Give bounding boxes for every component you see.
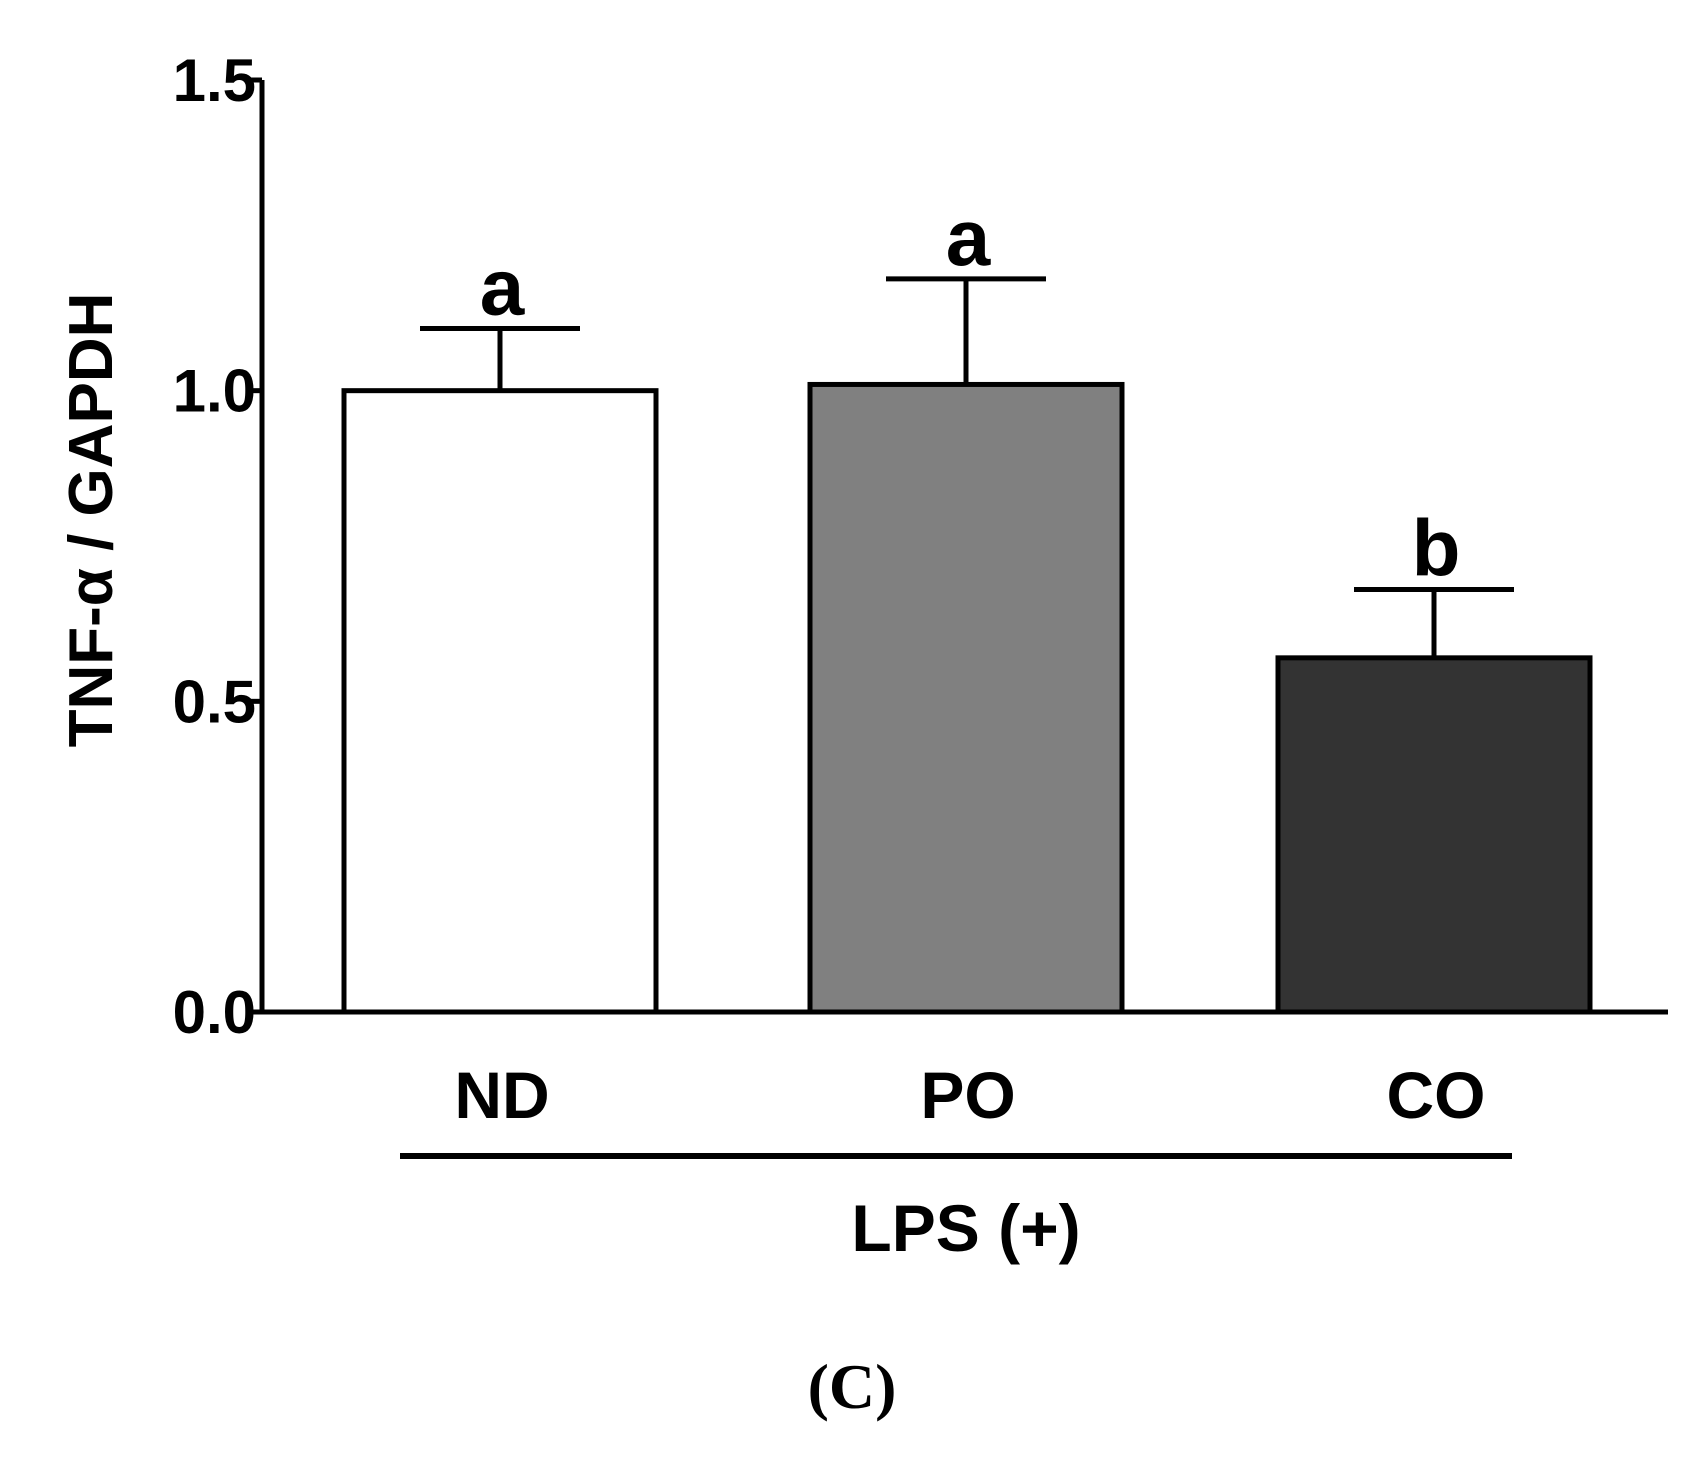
bar-po — [807, 381, 1125, 1015]
category-label: CO — [1387, 1058, 1486, 1132]
bar-nd — [341, 388, 659, 1015]
significance-letter: b — [1412, 503, 1461, 592]
error-bars — [420, 276, 1514, 658]
category-label: PO — [920, 1058, 1015, 1132]
labels: TNF-α / GAPDH a ND a PO b CO LPS (+) (C) — [57, 193, 1512, 1422]
group-label: LPS (+) — [851, 1191, 1080, 1265]
y-tick-label: 1.5 — [173, 47, 256, 114]
significance-letter: a — [480, 243, 525, 332]
significance-letter: a — [946, 193, 991, 282]
y-axis-label: TNF-α / GAPDH — [57, 293, 126, 748]
y-tick-label: 0.0 — [173, 979, 256, 1046]
y-tick-label: 0.5 — [173, 668, 256, 735]
bar-co — [1275, 655, 1593, 1015]
y-tick-label: 1.0 — [173, 358, 256, 425]
category-label: ND — [454, 1058, 549, 1132]
bars — [341, 381, 1593, 1015]
panel-label: (C) — [808, 1351, 897, 1422]
